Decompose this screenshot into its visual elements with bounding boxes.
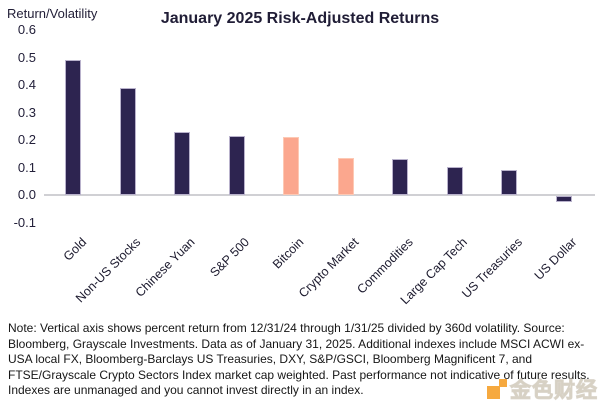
jinse-finance-logo-icon [487,379,507,399]
bar-commodities [392,159,408,195]
bar-large-cap-tech [446,167,463,195]
y-axis-tick-label: 0.0 [17,187,36,202]
y-axis-tick-label: 0.5 [17,49,36,65]
watermark: 金色财经 [487,374,598,404]
bar-crypto-market [337,158,354,195]
footnote: Note: Vertical axis shows percent return… [8,321,590,398]
bar-us-treasuries [501,170,517,195]
y-axis-tick-label: 0.6 [17,22,36,37]
bar-s-p-500 [228,136,245,195]
x-axis-zero-line [44,194,595,196]
plot-area: 0.6 0.5 0.4 0.3 0.2 0.1 0.0 -0.1 Gold Non-US Stoc… [13,22,595,307]
x-axis-label: S&P 500 [207,235,253,280]
bar-chinese-yuan [174,132,190,195]
y-axis-tick-label: -0.1 [13,214,36,230]
watermark-text: 金色财经 [510,378,598,403]
bar-non-us-stocks [119,88,136,195]
y-axis-title: Return/Volatility [7,6,98,21]
bar-bitcoin [283,137,299,195]
chart-title: January 2025 Risk-Adjusted Returns [160,10,440,27]
y-axis-tick-label: 0.3 [17,104,36,120]
x-axis-label: US Dollar [531,235,580,283]
x-axis-label: Bitcoin [270,235,307,272]
bar-us-dollar [555,196,572,202]
y-axis-tick-label: 0.4 [17,77,36,92]
y-axis-tick-label: 0.2 [17,132,36,147]
bar-gold [65,60,81,195]
y-axis-tick-label: 0.1 [17,159,36,175]
x-axis-label: Gold [60,235,89,264]
